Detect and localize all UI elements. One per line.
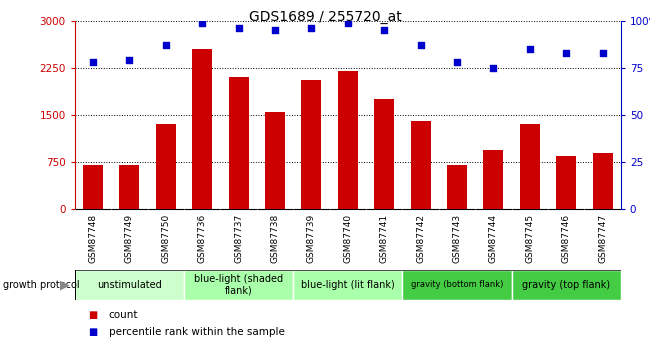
Text: ■: ■ [88, 327, 97, 337]
Text: gravity (top flank): gravity (top flank) [522, 280, 610, 290]
Text: GSM87739: GSM87739 [307, 214, 316, 264]
Bar [447, 165, 467, 209]
Text: GSM87745: GSM87745 [525, 214, 534, 263]
Bar [293, 270, 402, 300]
Text: GSM87738: GSM87738 [270, 214, 280, 264]
Text: count: count [109, 309, 138, 319]
Text: GDS1689 / 255720_at: GDS1689 / 255720_at [248, 10, 402, 24]
Bar [484, 150, 503, 209]
Text: blue-light (lit flank): blue-light (lit flank) [301, 280, 395, 290]
Bar [156, 125, 176, 209]
Point [124, 58, 135, 63]
Text: GSM87750: GSM87750 [161, 214, 170, 264]
Text: percentile rank within the sample: percentile rank within the sample [109, 327, 285, 337]
Bar [402, 270, 512, 300]
Point [452, 59, 462, 65]
Text: GSM87737: GSM87737 [234, 214, 243, 264]
Point [88, 59, 98, 65]
Bar [593, 153, 612, 209]
Point [525, 46, 535, 52]
Bar [229, 77, 248, 209]
Point [270, 27, 280, 33]
Text: gravity (bottom flank): gravity (bottom flank) [411, 280, 503, 289]
Bar [512, 270, 621, 300]
Point [597, 50, 608, 56]
Text: ■: ■ [88, 309, 97, 319]
Text: GSM87747: GSM87747 [598, 214, 607, 263]
Text: ▶: ▶ [60, 278, 70, 292]
Bar [411, 121, 430, 209]
Text: unstimulated: unstimulated [97, 280, 162, 290]
Point [197, 20, 207, 25]
Bar [265, 112, 285, 209]
Text: blue-light (shaded
flank): blue-light (shaded flank) [194, 274, 283, 296]
Bar [556, 156, 576, 209]
Text: GSM87749: GSM87749 [125, 214, 134, 263]
Point [415, 42, 426, 48]
Point [233, 26, 244, 31]
Text: GSM87744: GSM87744 [489, 214, 498, 263]
Text: GSM87748: GSM87748 [88, 214, 98, 263]
Bar [338, 71, 358, 209]
Point [379, 27, 389, 33]
Bar [75, 270, 184, 300]
Point [343, 20, 353, 25]
Bar [120, 165, 139, 209]
Text: GSM87742: GSM87742 [416, 214, 425, 263]
Bar [83, 165, 103, 209]
Point [488, 65, 499, 71]
Text: GSM87736: GSM87736 [198, 214, 207, 264]
Text: GSM87741: GSM87741 [380, 214, 389, 263]
Text: growth protocol: growth protocol [3, 280, 80, 290]
Text: GSM87740: GSM87740 [343, 214, 352, 263]
Text: GSM87746: GSM87746 [562, 214, 571, 263]
Bar [302, 80, 321, 209]
Bar [192, 49, 212, 209]
Point [306, 26, 317, 31]
Point [161, 42, 171, 48]
Bar [184, 270, 293, 300]
Bar [520, 125, 540, 209]
Text: GSM87743: GSM87743 [452, 214, 462, 263]
Point [561, 50, 571, 56]
Bar [374, 99, 394, 209]
